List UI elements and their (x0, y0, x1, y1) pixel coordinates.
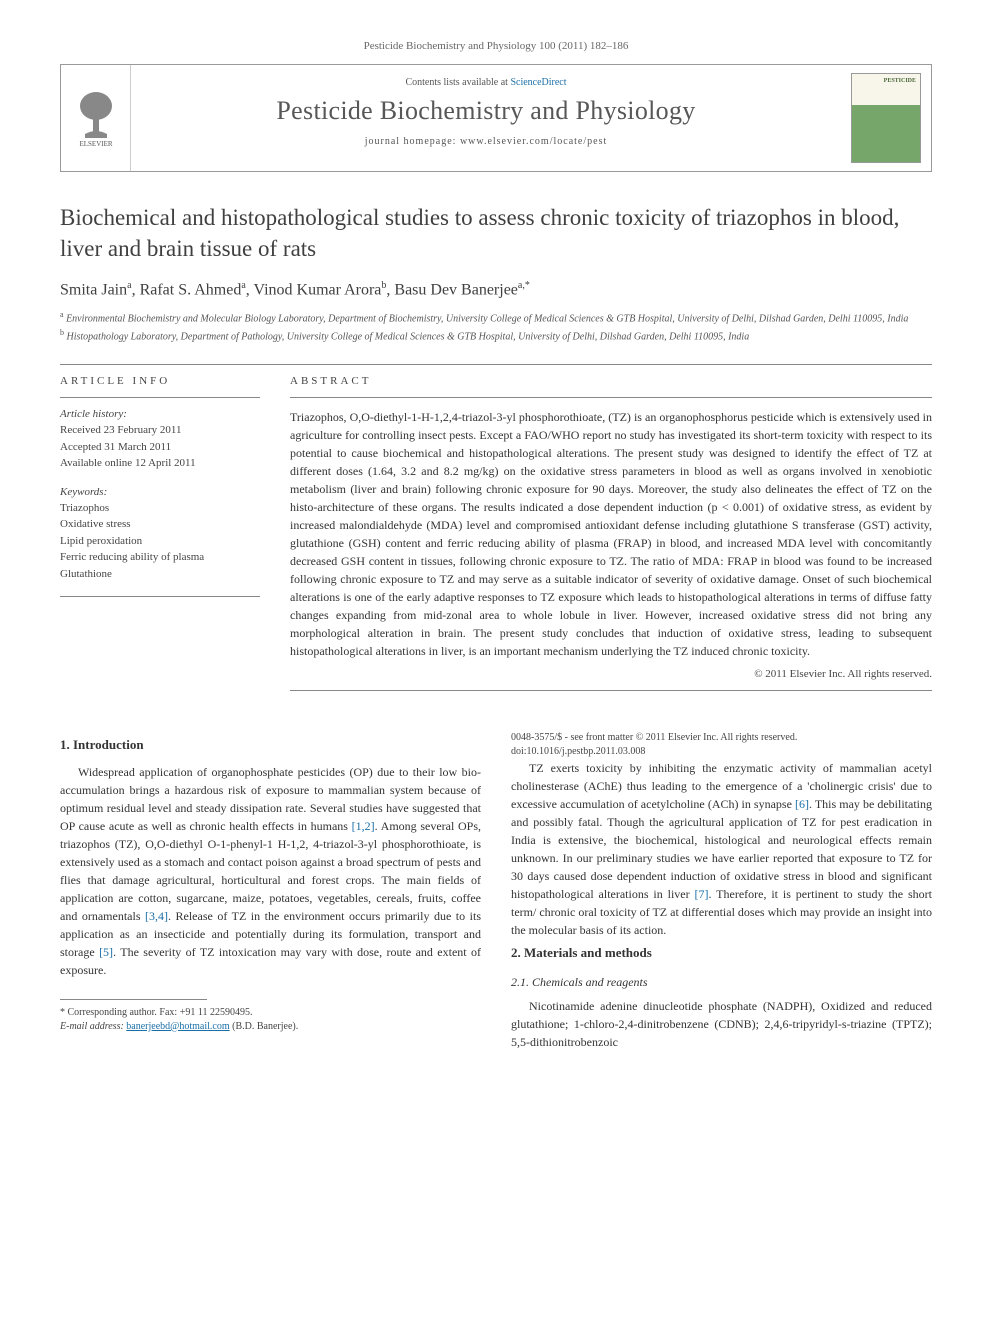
keyword: Ferric reducing ability of plasma (60, 549, 260, 566)
body-columns: 1. Introduction Widespread application o… (60, 731, 932, 1051)
divider (60, 397, 260, 398)
keywords-block: Keywords: TriazophosOxidative stressLipi… (60, 486, 260, 583)
article-info-column: ARTICLE INFO Article history: Received 2… (60, 375, 260, 701)
cover-thumbnail (851, 73, 921, 163)
abstract-text: Triazophos, O,O-diethyl-1-H-1,2,4-triazo… (290, 408, 932, 660)
corresponding-footnote: * Corresponding author. Fax: +91 11 2259… (60, 1006, 481, 1034)
article-info-head: ARTICLE INFO (60, 375, 260, 387)
homepage-prefix: journal homepage: (365, 136, 460, 147)
methods-head: 2. Materials and methods (511, 943, 932, 963)
divider (290, 690, 932, 691)
ref-link[interactable]: [3,4] (145, 909, 168, 923)
email-line: E-mail address: banerjeebd@hotmail.com (… (60, 1020, 481, 1034)
introduction-head: 1. Introduction (60, 735, 481, 755)
divider (60, 596, 260, 597)
email-name: (B.D. Banerjee). (232, 1021, 298, 1032)
contents-line: Contents lists available at ScienceDirec… (139, 77, 833, 88)
intro-paragraph-2: TZ exerts toxicity by inhibiting the enz… (511, 759, 932, 939)
article-title: Biochemical and histopathological studie… (60, 202, 932, 264)
copyright: © 2011 Elsevier Inc. All rights reserved… (290, 668, 932, 680)
doi-block: 0048-3575/$ - see front matter © 2011 El… (511, 731, 932, 759)
abstract-column: ABSTRACT Triazophos, O,O-diethyl-1-H-1,2… (290, 375, 932, 701)
authors: Smita Jaina, Rafat S. Ahmeda, Vinod Kuma… (60, 280, 932, 299)
homepage-url[interactable]: www.elsevier.com/locate/pest (460, 136, 607, 147)
footnote-divider (60, 999, 207, 1000)
svg-text:ELSEVIER: ELSEVIER (79, 140, 112, 148)
divider (290, 397, 932, 398)
affiliation: a Environmental Biochemistry and Molecul… (60, 309, 932, 326)
elsevier-tree-icon: ELSEVIER (71, 88, 121, 148)
email-link[interactable]: banerjeebd@hotmail.com (126, 1021, 229, 1032)
abstract-head: ABSTRACT (290, 375, 932, 387)
ref-link[interactable]: [6] (795, 797, 809, 811)
journal-header: ELSEVIER Contents lists available at Sci… (60, 64, 932, 172)
history-line: Accepted 31 March 2011 (60, 439, 260, 456)
keyword: Lipid peroxidation (60, 533, 260, 550)
history-line: Available online 12 April 2011 (60, 455, 260, 472)
divider (60, 364, 932, 365)
history-head: Article history: (60, 408, 260, 420)
sciencedirect-link[interactable]: ScienceDirect (510, 77, 566, 88)
contents-prefix: Contents lists available at (405, 77, 510, 88)
keyword: Triazophos (60, 500, 260, 517)
keyword: Glutathione (60, 566, 260, 583)
ref-link[interactable]: [5] (99, 945, 113, 959)
methods-paragraph-1: Nicotinamide adenine dinucleotide phosph… (511, 997, 932, 1051)
journal-reference: Pesticide Biochemistry and Physiology 10… (60, 40, 932, 52)
keyword: Oxidative stress (60, 516, 260, 533)
ref-link[interactable]: [1,2] (352, 819, 375, 833)
ref-link[interactable]: [7] (695, 887, 709, 901)
affiliation: b Histopathology Laboratory, Department … (60, 327, 932, 344)
info-abstract-row: ARTICLE INFO Article history: Received 2… (60, 375, 932, 701)
front-matter-line: 0048-3575/$ - see front matter © 2011 El… (511, 731, 932, 745)
doi-line: doi:10.1016/j.pestbp.2011.03.008 (511, 745, 932, 759)
intro-paragraph-1: Widespread application of organophosphat… (60, 763, 481, 979)
email-label: E-mail address: (60, 1021, 124, 1032)
affiliations: a Environmental Biochemistry and Molecul… (60, 309, 932, 344)
corresp-line: * Corresponding author. Fax: +91 11 2259… (60, 1006, 481, 1020)
journal-name: Pesticide Biochemistry and Physiology (139, 96, 833, 126)
journal-cover (841, 65, 931, 171)
keywords-head: Keywords: (60, 486, 260, 498)
homepage-line: journal homepage: www.elsevier.com/locat… (139, 136, 833, 147)
elsevier-logo: ELSEVIER (61, 65, 131, 171)
methods-subhead: 2.1. Chemicals and reagents (511, 973, 932, 991)
header-center: Contents lists available at ScienceDirec… (131, 65, 841, 171)
history-line: Received 23 February 2011 (60, 422, 260, 439)
